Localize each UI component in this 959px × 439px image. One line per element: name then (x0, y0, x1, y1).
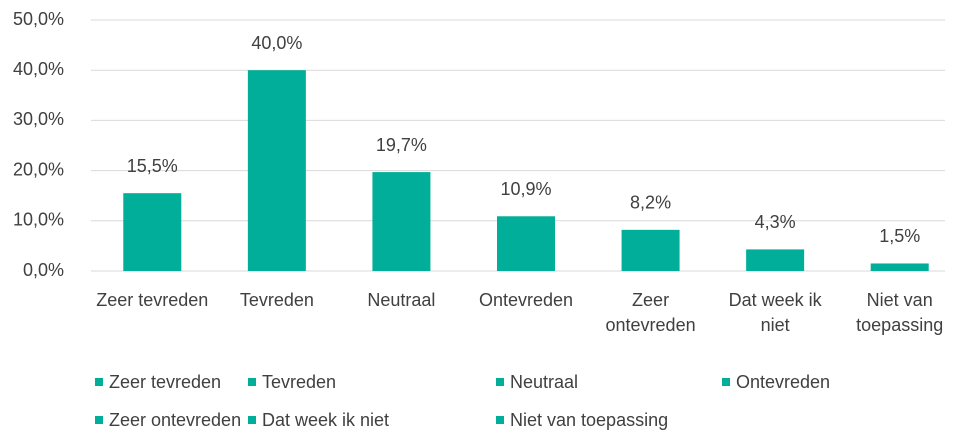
x-tick-label: Neutraal (367, 290, 436, 310)
value-label: 15,5% (127, 156, 178, 176)
value-label: 4,3% (755, 212, 796, 232)
x-tick-label: Ontevreden (478, 290, 574, 310)
value-label: 1,5% (879, 226, 920, 246)
legend-item: Zeer tevreden (95, 370, 248, 394)
value-label: 10,9% (500, 179, 551, 199)
legend-swatch (95, 416, 103, 424)
y-tick-label: 10,0% (13, 210, 64, 230)
legend: Zeer tevreden Tevreden Neutraal Ontevreden Z… (95, 370, 922, 432)
legend-label: Dat week ik niet (262, 410, 390, 430)
x-tick-label: Zeer tevreden (96, 290, 209, 310)
legend-item: Niet van toepassing (496, 408, 722, 432)
y-tick-label: 40,0% (13, 59, 64, 79)
bar (372, 172, 431, 271)
bar (621, 229, 680, 271)
legend-label: Neutraal (510, 372, 579, 392)
y-tick-label: 30,0% (13, 109, 64, 129)
legend-swatch (496, 416, 504, 424)
x-tick-label: Niet van toepassing (856, 290, 944, 335)
legend-swatch (248, 378, 256, 386)
bar (746, 249, 805, 271)
legend-swatch (496, 378, 504, 386)
bar (247, 70, 306, 271)
legend-swatch (722, 378, 730, 386)
value-label: 19,7% (376, 135, 427, 155)
x-tick-label: Tevreden (239, 290, 314, 310)
value-label: 8,2% (630, 193, 671, 213)
legend-item: Zeer ontevreden (95, 408, 248, 432)
x-tick-label: Zeer ontevreden (605, 290, 696, 335)
legend-swatch (248, 416, 256, 424)
legend-item: Dat week ik niet (248, 408, 496, 432)
legend-label: Zeer ontevreden (109, 410, 242, 430)
y-tick-label: 50,0% (13, 9, 64, 29)
legend-swatch (95, 378, 103, 386)
bar (497, 216, 555, 271)
legend-label: Zeer tevreden (109, 372, 222, 392)
bar (870, 263, 929, 271)
value-label: 40,0% (251, 33, 302, 53)
y-tick-label: 0,0% (23, 260, 64, 280)
y-tick-label: 20,0% (13, 159, 64, 179)
legend-item: Tevreden (248, 370, 496, 394)
bar (123, 193, 182, 271)
legend-label: Ontevreden (736, 372, 831, 392)
legend-label: Niet van toepassing (510, 410, 669, 430)
legend-item: Neutraal (496, 370, 722, 394)
x-tick-label: Dat week ik niet (728, 290, 822, 335)
legend-item: Ontevreden (722, 370, 922, 394)
legend-label: Tevreden (262, 372, 337, 392)
